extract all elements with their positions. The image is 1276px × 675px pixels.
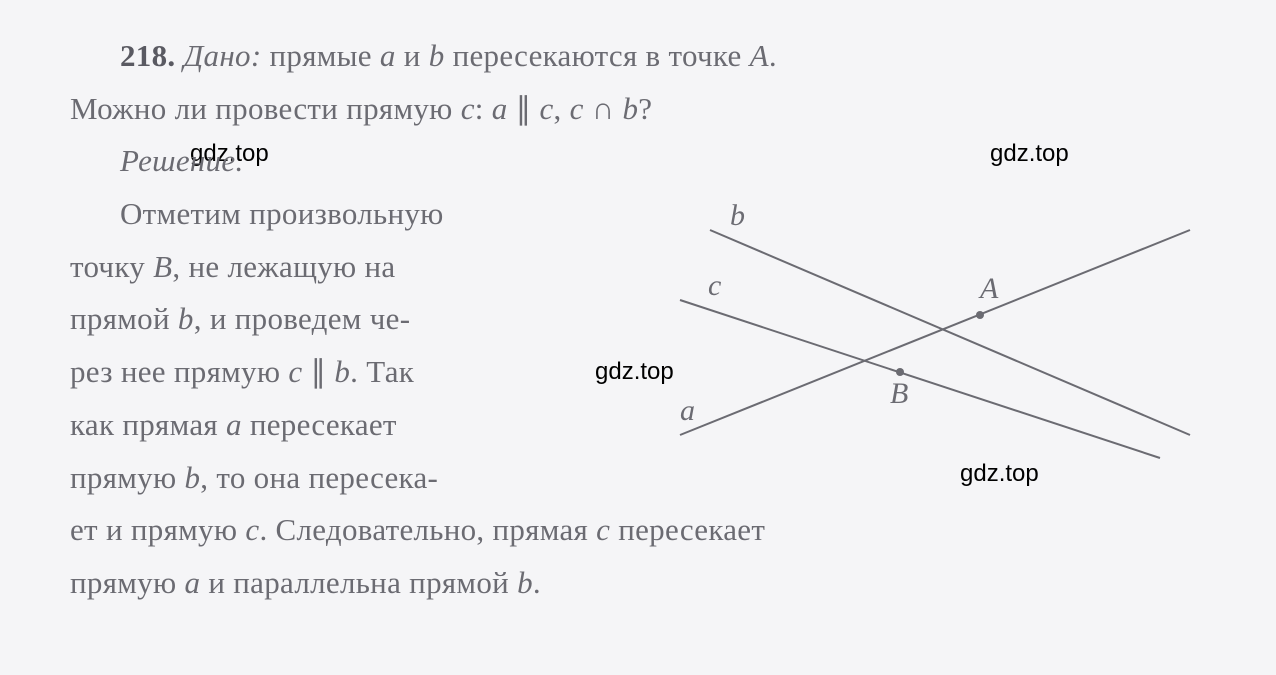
sol-8c: . xyxy=(533,565,541,600)
sol-4a: рез нее прямую xyxy=(70,354,288,389)
sol-7b: . Следовательно, прямая xyxy=(259,512,596,547)
sol-4-par: ∥ xyxy=(302,354,334,389)
sol-line-5: как прямая a пересекает xyxy=(70,399,570,452)
sol-4-b: b xyxy=(334,354,350,389)
comma: , xyxy=(554,91,570,126)
cond-b: b xyxy=(622,91,638,126)
sol-7d: пересекает xyxy=(610,512,765,547)
sol-line-7: ет и прямую c. Следовательно, прямая c п… xyxy=(70,504,1206,557)
period: . xyxy=(769,38,777,73)
sol-8-var: a xyxy=(184,565,200,600)
and-text: и xyxy=(396,38,429,73)
var-b: b xyxy=(429,38,445,73)
intersect: ∩ xyxy=(584,91,623,126)
sol-7-c2: c xyxy=(596,512,610,547)
sol-6-var: b xyxy=(184,460,200,495)
var-a: a xyxy=(380,38,396,73)
sol-2b: , не лежащую на xyxy=(172,249,395,284)
question-1: Можно ли провести прямую xyxy=(70,91,461,126)
sol-6b: , то она пересека- xyxy=(200,460,438,495)
given-label: Дано: xyxy=(184,38,262,73)
qmark: ? xyxy=(638,91,652,126)
var-c: c xyxy=(461,91,475,126)
sol-line-4: рез нее прямую c ∥ b. Так xyxy=(70,346,570,399)
cond-c: c xyxy=(539,91,553,126)
sol-7-c: c xyxy=(245,512,259,547)
sol-8a: прямую xyxy=(70,565,184,600)
parallel: ∥ xyxy=(508,91,540,126)
sol-8b: и параллельна прямой xyxy=(200,565,517,600)
sol-line-1: Отметим произвольную xyxy=(70,188,570,241)
sol-6a: прямую xyxy=(70,460,184,495)
problem-line-1: 218. Дано: прямые a и b пересекаются в т… xyxy=(70,30,1206,83)
problem-line-2: Можно ли провести прямую c: a ∥ c, c ∩ b… xyxy=(70,83,1206,136)
given-text-2: пересекаются в точке xyxy=(445,38,750,73)
sol-7a: ет и прямую xyxy=(70,512,245,547)
sol-line-3: прямой b, и проведем че- xyxy=(70,293,570,346)
sol-5a: как прямая xyxy=(70,407,226,442)
point-a: A xyxy=(750,38,769,73)
cond-c2: c xyxy=(570,91,584,126)
sol-5b: пересекает xyxy=(242,407,397,442)
point-b: B xyxy=(153,249,172,284)
sol-8-var2: b xyxy=(517,565,533,600)
sol-2a: точку xyxy=(70,249,153,284)
given-text-1: прямые xyxy=(261,38,379,73)
sol-3-var: b xyxy=(178,301,194,336)
sol-line-8: прямую a и параллельна прямой b. xyxy=(70,557,1206,610)
problem-number: 218. xyxy=(120,38,175,73)
sol-4-c2: . Так xyxy=(350,354,414,389)
sol-5-var: a xyxy=(226,407,242,442)
sol-1a: Отметим произвольную xyxy=(120,196,444,231)
sol-line-6: прямую b, то она пересека- xyxy=(70,452,570,505)
cond-a: a xyxy=(492,91,508,126)
sol-3a: прямой xyxy=(70,301,178,336)
sol-line-2: точку B, не лежащую на xyxy=(70,241,570,294)
solution-label: Решение. xyxy=(70,135,1206,188)
colon: : xyxy=(475,91,492,126)
sol-3b: , и проведем че- xyxy=(194,301,411,336)
sol-4-c: c xyxy=(288,354,302,389)
